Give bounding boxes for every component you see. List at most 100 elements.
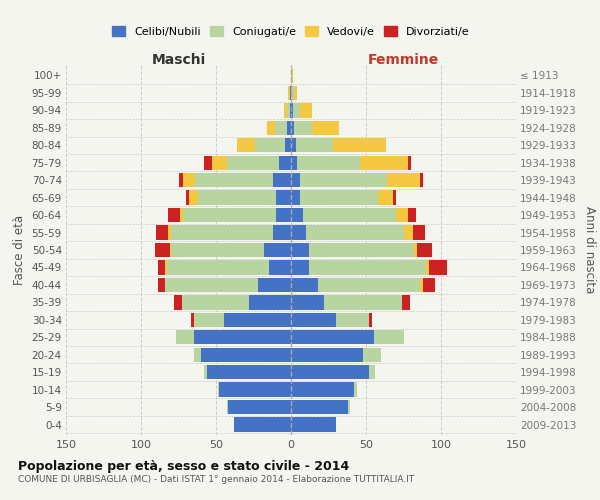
Bar xyxy=(387,173,420,188)
Bar xyxy=(195,173,273,188)
Bar xyxy=(201,348,291,362)
Bar xyxy=(360,156,408,170)
Bar xyxy=(249,295,291,310)
Bar xyxy=(183,208,276,222)
Bar xyxy=(269,260,291,274)
Bar xyxy=(291,243,309,257)
Bar xyxy=(264,243,291,257)
Bar xyxy=(291,173,300,188)
Bar xyxy=(219,382,291,397)
Bar xyxy=(234,418,291,432)
Bar xyxy=(324,295,402,310)
Bar xyxy=(420,173,423,188)
Bar xyxy=(180,208,183,222)
Bar xyxy=(396,208,408,222)
Bar xyxy=(312,120,339,135)
Bar xyxy=(414,243,417,257)
Bar xyxy=(423,278,435,292)
Bar xyxy=(157,260,165,274)
Bar xyxy=(369,312,372,327)
Bar xyxy=(273,226,291,239)
Bar xyxy=(291,208,303,222)
Bar xyxy=(426,260,429,274)
Bar xyxy=(291,295,324,310)
Bar xyxy=(198,190,276,205)
Bar xyxy=(297,156,360,170)
Bar xyxy=(291,190,300,205)
Bar xyxy=(369,365,375,380)
Bar xyxy=(171,226,273,239)
Bar xyxy=(193,330,291,344)
Bar xyxy=(378,190,393,205)
Bar xyxy=(171,243,264,257)
Bar xyxy=(291,138,296,152)
Bar xyxy=(291,382,354,397)
Bar xyxy=(296,138,333,152)
Bar xyxy=(186,190,189,205)
Bar xyxy=(228,400,291,414)
Bar xyxy=(303,208,396,222)
Bar xyxy=(294,120,312,135)
Bar xyxy=(393,190,396,205)
Text: COMUNE DI URBISAGLIA (MC) - Dati ISTAT 1° gennaio 2014 - Elaborazione TUTTITALIA: COMUNE DI URBISAGLIA (MC) - Dati ISTAT 1… xyxy=(18,475,414,484)
Bar xyxy=(291,312,336,327)
Bar xyxy=(291,260,309,274)
Legend: Celibi/Nubili, Coniugati/e, Vedovi/e, Divorziati/e: Celibi/Nubili, Coniugati/e, Vedovi/e, Di… xyxy=(112,26,470,37)
Bar xyxy=(404,226,413,239)
Text: Popolazione per età, sesso e stato civile - 2014: Popolazione per età, sesso e stato civil… xyxy=(18,460,349,473)
Bar xyxy=(237,138,255,152)
Bar xyxy=(183,173,195,188)
Bar xyxy=(291,156,297,170)
Bar xyxy=(179,173,183,188)
Bar xyxy=(291,120,294,135)
Bar xyxy=(363,348,381,362)
Bar xyxy=(354,382,357,397)
Bar xyxy=(318,278,420,292)
Bar xyxy=(267,120,275,135)
Bar xyxy=(429,260,447,274)
Bar xyxy=(417,243,432,257)
Bar xyxy=(255,138,285,152)
Bar xyxy=(182,295,249,310)
Bar xyxy=(291,400,348,414)
Bar xyxy=(413,226,425,239)
Bar xyxy=(276,190,291,205)
Bar xyxy=(309,260,426,274)
Bar xyxy=(168,226,171,239)
Bar xyxy=(293,103,300,118)
Bar xyxy=(291,348,363,362)
Bar xyxy=(408,208,415,222)
Bar xyxy=(156,226,168,239)
Bar xyxy=(336,312,369,327)
Bar xyxy=(212,156,227,170)
Bar xyxy=(167,260,269,274)
Text: Maschi: Maschi xyxy=(151,52,206,66)
Bar xyxy=(291,330,373,344)
Bar xyxy=(276,208,291,222)
Bar xyxy=(218,382,219,397)
Bar xyxy=(275,120,287,135)
Bar xyxy=(207,365,291,380)
Bar xyxy=(176,330,193,344)
Bar xyxy=(290,86,291,100)
Bar xyxy=(204,365,207,380)
Bar xyxy=(420,278,423,292)
Bar xyxy=(291,418,336,432)
Bar xyxy=(191,312,193,327)
Bar xyxy=(170,243,171,257)
Bar xyxy=(309,243,414,257)
Bar xyxy=(157,278,165,292)
Text: Femmine: Femmine xyxy=(368,52,439,66)
Bar xyxy=(287,103,290,118)
Bar xyxy=(204,156,212,170)
Bar xyxy=(348,400,349,414)
Bar xyxy=(174,295,182,310)
Bar xyxy=(291,68,293,82)
Bar xyxy=(294,86,297,100)
Bar xyxy=(287,120,291,135)
Bar xyxy=(189,190,198,205)
Bar xyxy=(168,208,180,222)
Bar xyxy=(291,278,318,292)
Bar xyxy=(300,190,378,205)
Bar xyxy=(290,103,291,118)
